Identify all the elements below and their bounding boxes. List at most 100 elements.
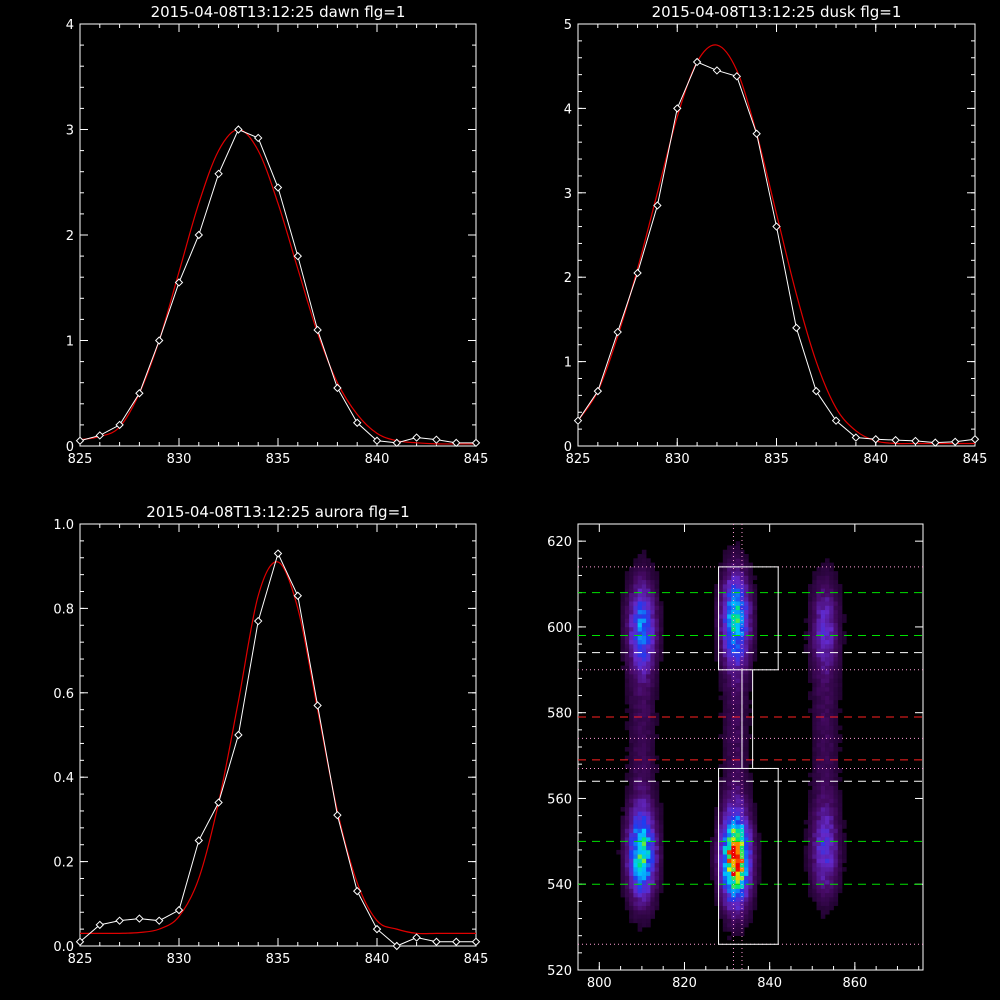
heatmap-cell: [646, 862, 651, 868]
heatmap-cell: [646, 588, 651, 593]
heatmap-cell: [629, 626, 634, 632]
heatmap-cell: [633, 824, 638, 829]
heatmap-cell: [620, 854, 626, 859]
heatmap-cell: [842, 618, 847, 623]
data-point: [412, 433, 421, 442]
heatmap-cell: [808, 819, 813, 825]
x-tick-label: 845: [464, 952, 489, 967]
heatmap-cell: [650, 674, 655, 679]
heatmap-cell: [722, 588, 728, 593]
heatmap-cell: [748, 609, 753, 615]
heatmap-cell: [624, 755, 630, 761]
heatmap-cell: [641, 562, 647, 568]
heatmap-cell: [739, 768, 745, 774]
data-point: [811, 386, 821, 396]
heatmap-cell: [756, 849, 762, 855]
heatmap-cell: [833, 644, 839, 649]
heatmap-cell: [820, 725, 826, 731]
heatmap-cell: [752, 845, 758, 851]
heatmap-cell: [629, 695, 634, 701]
heatmap-cell: [825, 699, 830, 705]
heatmap-cell: [722, 781, 728, 786]
heatmap-cell: [624, 691, 630, 696]
heatmap-cell: [752, 888, 758, 894]
heatmap-cell: [641, 811, 647, 816]
heatmap-cell: [722, 849, 728, 855]
heatmap-cell: [620, 888, 626, 894]
heatmap-cell: [829, 789, 834, 795]
heatmap-cell: [633, 858, 638, 864]
heatmap-cell: [812, 854, 817, 859]
heatmap-cell: [646, 897, 651, 902]
heatmap-cell: [654, 884, 660, 889]
heatmap-cell: [812, 592, 817, 598]
heatmap-cell: [833, 751, 839, 756]
heatmap-cell: [650, 562, 655, 568]
heatmap-cell: [820, 802, 826, 808]
heatmap-cell: [633, 781, 638, 786]
heatmap-cell: [748, 699, 753, 705]
heatmap-cell: [646, 614, 651, 619]
heatmap-cell: [718, 828, 724, 834]
heatmap-cell: [833, 605, 839, 611]
heatmap-cell: [735, 807, 741, 812]
aurora-panel: 825 830 835 840 8450.00.20.40.60.81.02015-04…: [53, 503, 488, 967]
heatmap-cell: [825, 879, 830, 885]
heatmap-cell: [629, 837, 634, 842]
heatmap-cell: [825, 781, 830, 786]
heatmap-cell: [646, 596, 651, 602]
heatmap-cell: [633, 639, 638, 645]
heatmap-cell: [718, 841, 724, 846]
heatmap-cell: [641, 751, 647, 756]
heatmap-cell: [624, 639, 630, 645]
heatmap-cell: [816, 807, 822, 812]
heatmap-cell: [829, 644, 834, 649]
heatmap-cell: [812, 618, 817, 623]
heatmap-cell: [731, 828, 736, 834]
heatmap-cell: [718, 901, 724, 906]
heatmap-cell: [637, 922, 643, 928]
heatmap-cell: [731, 841, 736, 846]
heatmap-cell: [833, 854, 839, 859]
heatmap-cell: [654, 845, 660, 851]
heatmap-cell: [820, 614, 826, 619]
heatmap-cell: [637, 905, 643, 911]
heatmap-cell: [714, 888, 719, 894]
heatmap-cell: [646, 789, 651, 795]
heatmap-cell: [808, 781, 813, 786]
heatmap-cell: [833, 789, 839, 795]
heatmap-cell: [825, 605, 830, 611]
heatmap-cell: [735, 665, 741, 671]
heatmap-cell: [816, 704, 822, 709]
heatmap-cell: [633, 601, 638, 606]
heatmap-cell: [735, 704, 741, 709]
heatmap-cell: [620, 815, 626, 821]
heatmap-cell: [735, 558, 741, 563]
heatmap-cell: [744, 884, 749, 889]
heatmap-cell: [829, 656, 834, 662]
heatmap-cell: [650, 768, 655, 774]
heatmap-cell: [646, 571, 651, 576]
heatmap-cell: [748, 579, 753, 585]
heatmap-cell: [646, 566, 651, 572]
heatmap-cell: [820, 901, 826, 906]
heatmap-cell: [714, 635, 719, 641]
heatmap-cell: [829, 811, 834, 816]
heatmap-cell: [654, 781, 660, 786]
heatmap-cell: [722, 721, 728, 726]
heatmap-cell: [641, 592, 647, 598]
chart-title: 2015-04-08T13:12:25 dawn flg=1: [151, 3, 406, 21]
heatmap-cell: [650, 862, 655, 868]
heatmap-cell: [812, 661, 817, 666]
heatmap-cell: [748, 566, 753, 572]
heatmap-cell: [722, 832, 728, 838]
heatmap-cell: [837, 592, 843, 598]
data-point: [253, 616, 263, 626]
heatmap-cell: [722, 575, 728, 581]
heatmap-cell: [646, 738, 651, 744]
data-point: [194, 836, 204, 845]
heatmap-cell: [756, 867, 762, 872]
heatmap-cell: [620, 858, 626, 864]
heatmap-cell: [816, 618, 822, 623]
heatmap-cell: [637, 661, 643, 666]
